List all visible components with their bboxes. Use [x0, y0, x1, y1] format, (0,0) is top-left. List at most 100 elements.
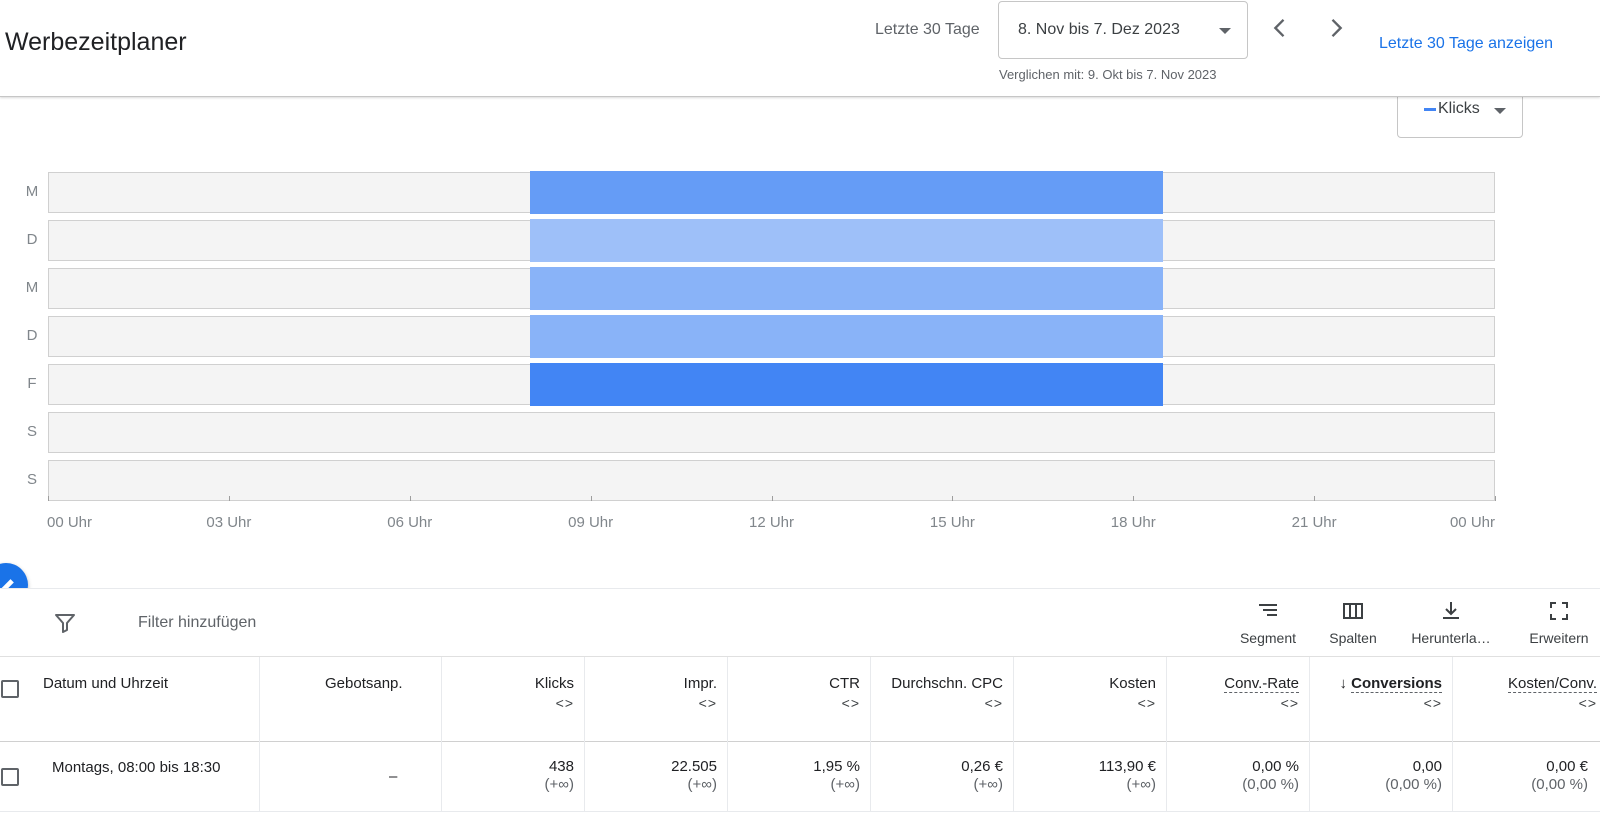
x-axis-tick-label: 18 Uhr [1110, 514, 1156, 531]
table-toolbar: Filter hinzufügen Segment Spalten Herunt… [0, 588, 1600, 656]
columns-label: Spalten [1329, 630, 1377, 646]
cell-conv-rate: 0,00 % (0,00 %) [1242, 758, 1299, 793]
metric-color-swatch [1424, 108, 1436, 111]
chevron-left-icon [1273, 19, 1285, 37]
cell-impressions: 22.505 (+∞) [671, 758, 717, 793]
x-axis-tick [1495, 496, 1496, 501]
x-axis-tick [409, 496, 411, 501]
next-period-button[interactable] [1322, 14, 1350, 42]
date-range-picker[interactable]: 8. Nov bis 7. Dez 2023 [998, 1, 1248, 59]
previous-period-button[interactable] [1266, 14, 1294, 42]
column-header-ctr[interactable]: CTR <> [829, 675, 860, 711]
weekday-label: S [26, 471, 37, 488]
column-header-cost[interactable]: Kosten <> [1109, 675, 1156, 711]
download-icon [1443, 602, 1459, 619]
compare-range-text: Verglichen mit: 9. Okt bis 7. Nov 2023 [999, 67, 1217, 82]
x-axis-tick-label: 00 Uhr [1449, 514, 1495, 531]
column-header-avg-cpc[interactable]: Durchschn. CPC <> [891, 675, 1003, 711]
column-header-impressions[interactable]: Impr. <> [683, 675, 717, 711]
column-header-conversions[interactable]: ↓ Conversions <> [1339, 675, 1442, 711]
schedule-block[interactable] [530, 219, 1164, 262]
row-bid-adjustment: – [389, 768, 398, 785]
cell-avg-cpc: 0,26 € (+∞) [961, 758, 1003, 793]
segment-button[interactable]: Segment [1232, 599, 1304, 646]
add-filter-input[interactable]: Filter hinzufügen [138, 614, 257, 631]
expand-button[interactable]: Erweitern [1520, 599, 1598, 646]
schedule-block[interactable] [530, 363, 1164, 406]
sort-toggle-icon: <> [1137, 695, 1156, 711]
column-header-clicks[interactable]: Klicks <> [534, 675, 574, 711]
x-axis-tick [771, 496, 773, 501]
cell-cost: 113,90 € (+∞) [1098, 758, 1156, 793]
dropdown-caret-icon [1494, 108, 1506, 114]
x-axis-tick [1133, 496, 1135, 501]
sort-toggle-icon: <> [1423, 695, 1442, 711]
column-header-date-time[interactable]: Datum und Uhrzeit [43, 675, 169, 692]
weekday-label: D [26, 231, 38, 248]
metric-selector-label: Klicks [1438, 100, 1480, 117]
download-label: Herunterla… [1411, 630, 1491, 646]
weekday-label: D [26, 327, 38, 344]
x-axis-tick-label: 15 Uhr [929, 514, 975, 531]
schedule-block[interactable] [530, 315, 1164, 358]
x-axis-tick [1314, 496, 1316, 501]
cell-cost-per-conv: 0,00 € (0,00 %) [1531, 758, 1588, 793]
table-header-row: Datum und Uhrzeit Gebotsanp. Klicks <> Im… [0, 657, 1600, 742]
segment-icon [1259, 604, 1277, 616]
schedule-block[interactable] [530, 267, 1164, 310]
x-axis-tick-label: 09 Uhr [568, 514, 614, 531]
column-divider [1166, 657, 1167, 812]
select-all-checkbox[interactable] [1, 680, 19, 698]
schedule-table: Datum und Uhrzeit Gebotsanp. Klicks <> Im… [0, 656, 1600, 824]
column-divider [1013, 657, 1014, 812]
table-row: Montags, 08:00 bis 18:30 – 438 (+∞) 22.50… [0, 742, 1600, 812]
sort-toggle-icon: <> [698, 695, 717, 711]
x-axis-tick [228, 496, 230, 501]
column-divider [1452, 657, 1453, 812]
weekday-label: S [26, 423, 37, 440]
row-date-time: Montags, 08:00 bis 18:30 [52, 759, 221, 776]
weekday-label: M [25, 183, 39, 200]
x-axis-tick [48, 496, 49, 501]
x-axis-tick-label: 12 Uhr [748, 514, 795, 531]
show-last-30-days-link[interactable]: Letzte 30 Tage anzeigen [1379, 35, 1554, 52]
date-range-value: 8. Nov bis 7. Dez 2023 [1018, 21, 1180, 38]
weekday-label: M [25, 279, 39, 296]
columns-icon [1343, 603, 1363, 619]
column-header-cost-per-conv[interactable]: Kosten/Conv. <> [1508, 675, 1597, 711]
dropdown-caret-icon [1219, 28, 1231, 34]
columns-button[interactable]: Spalten [1318, 599, 1388, 646]
expand-icon [1550, 602, 1568, 620]
x-axis-tick-label: 00 Uhr [47, 514, 93, 531]
column-header-bid-adjustment[interactable]: Gebotsanp. [325, 675, 403, 692]
column-divider [259, 657, 260, 812]
sort-descending-icon: ↓ [1339, 675, 1347, 692]
cell-ctr: 1,95 % (+∞) [813, 758, 860, 793]
weekday-label: F [27, 375, 37, 392]
chevron-right-icon [1331, 19, 1343, 37]
sort-toggle-icon: <> [555, 695, 574, 711]
sort-toggle-icon: <> [1578, 695, 1597, 711]
page-title: Werbezeitplaner [5, 28, 187, 56]
range-label: Letzte 30 Tage [875, 21, 980, 38]
column-header-conv-rate[interactable]: Conv.-Rate <> [1224, 675, 1299, 711]
cell-clicks: 438 (+∞) [544, 758, 574, 793]
filter-icon[interactable] [53, 611, 77, 635]
schedule-block[interactable] [530, 171, 1164, 214]
header-bar: Werbezeitplaner Letzte 30 Tage 8. Nov bi… [0, 0, 1600, 97]
schedule-row[interactable] [48, 412, 1495, 453]
row-checkbox[interactable] [1, 768, 19, 786]
x-axis-tick [952, 496, 954, 501]
column-divider [727, 657, 728, 812]
column-divider [584, 657, 585, 812]
column-divider [870, 657, 871, 812]
schedule-row[interactable] [48, 460, 1495, 501]
x-axis-tick-label: 03 Uhr [206, 514, 252, 531]
segment-label: Segment [1239, 630, 1297, 646]
x-axis-tick-label: 06 Uhr [387, 514, 433, 531]
column-divider [1309, 657, 1310, 812]
column-divider [441, 657, 442, 812]
cell-conversions: 0,00 (0,00 %) [1385, 758, 1442, 793]
download-button[interactable]: Herunterla… [1403, 599, 1499, 646]
expand-label: Erweitern [1529, 630, 1589, 646]
